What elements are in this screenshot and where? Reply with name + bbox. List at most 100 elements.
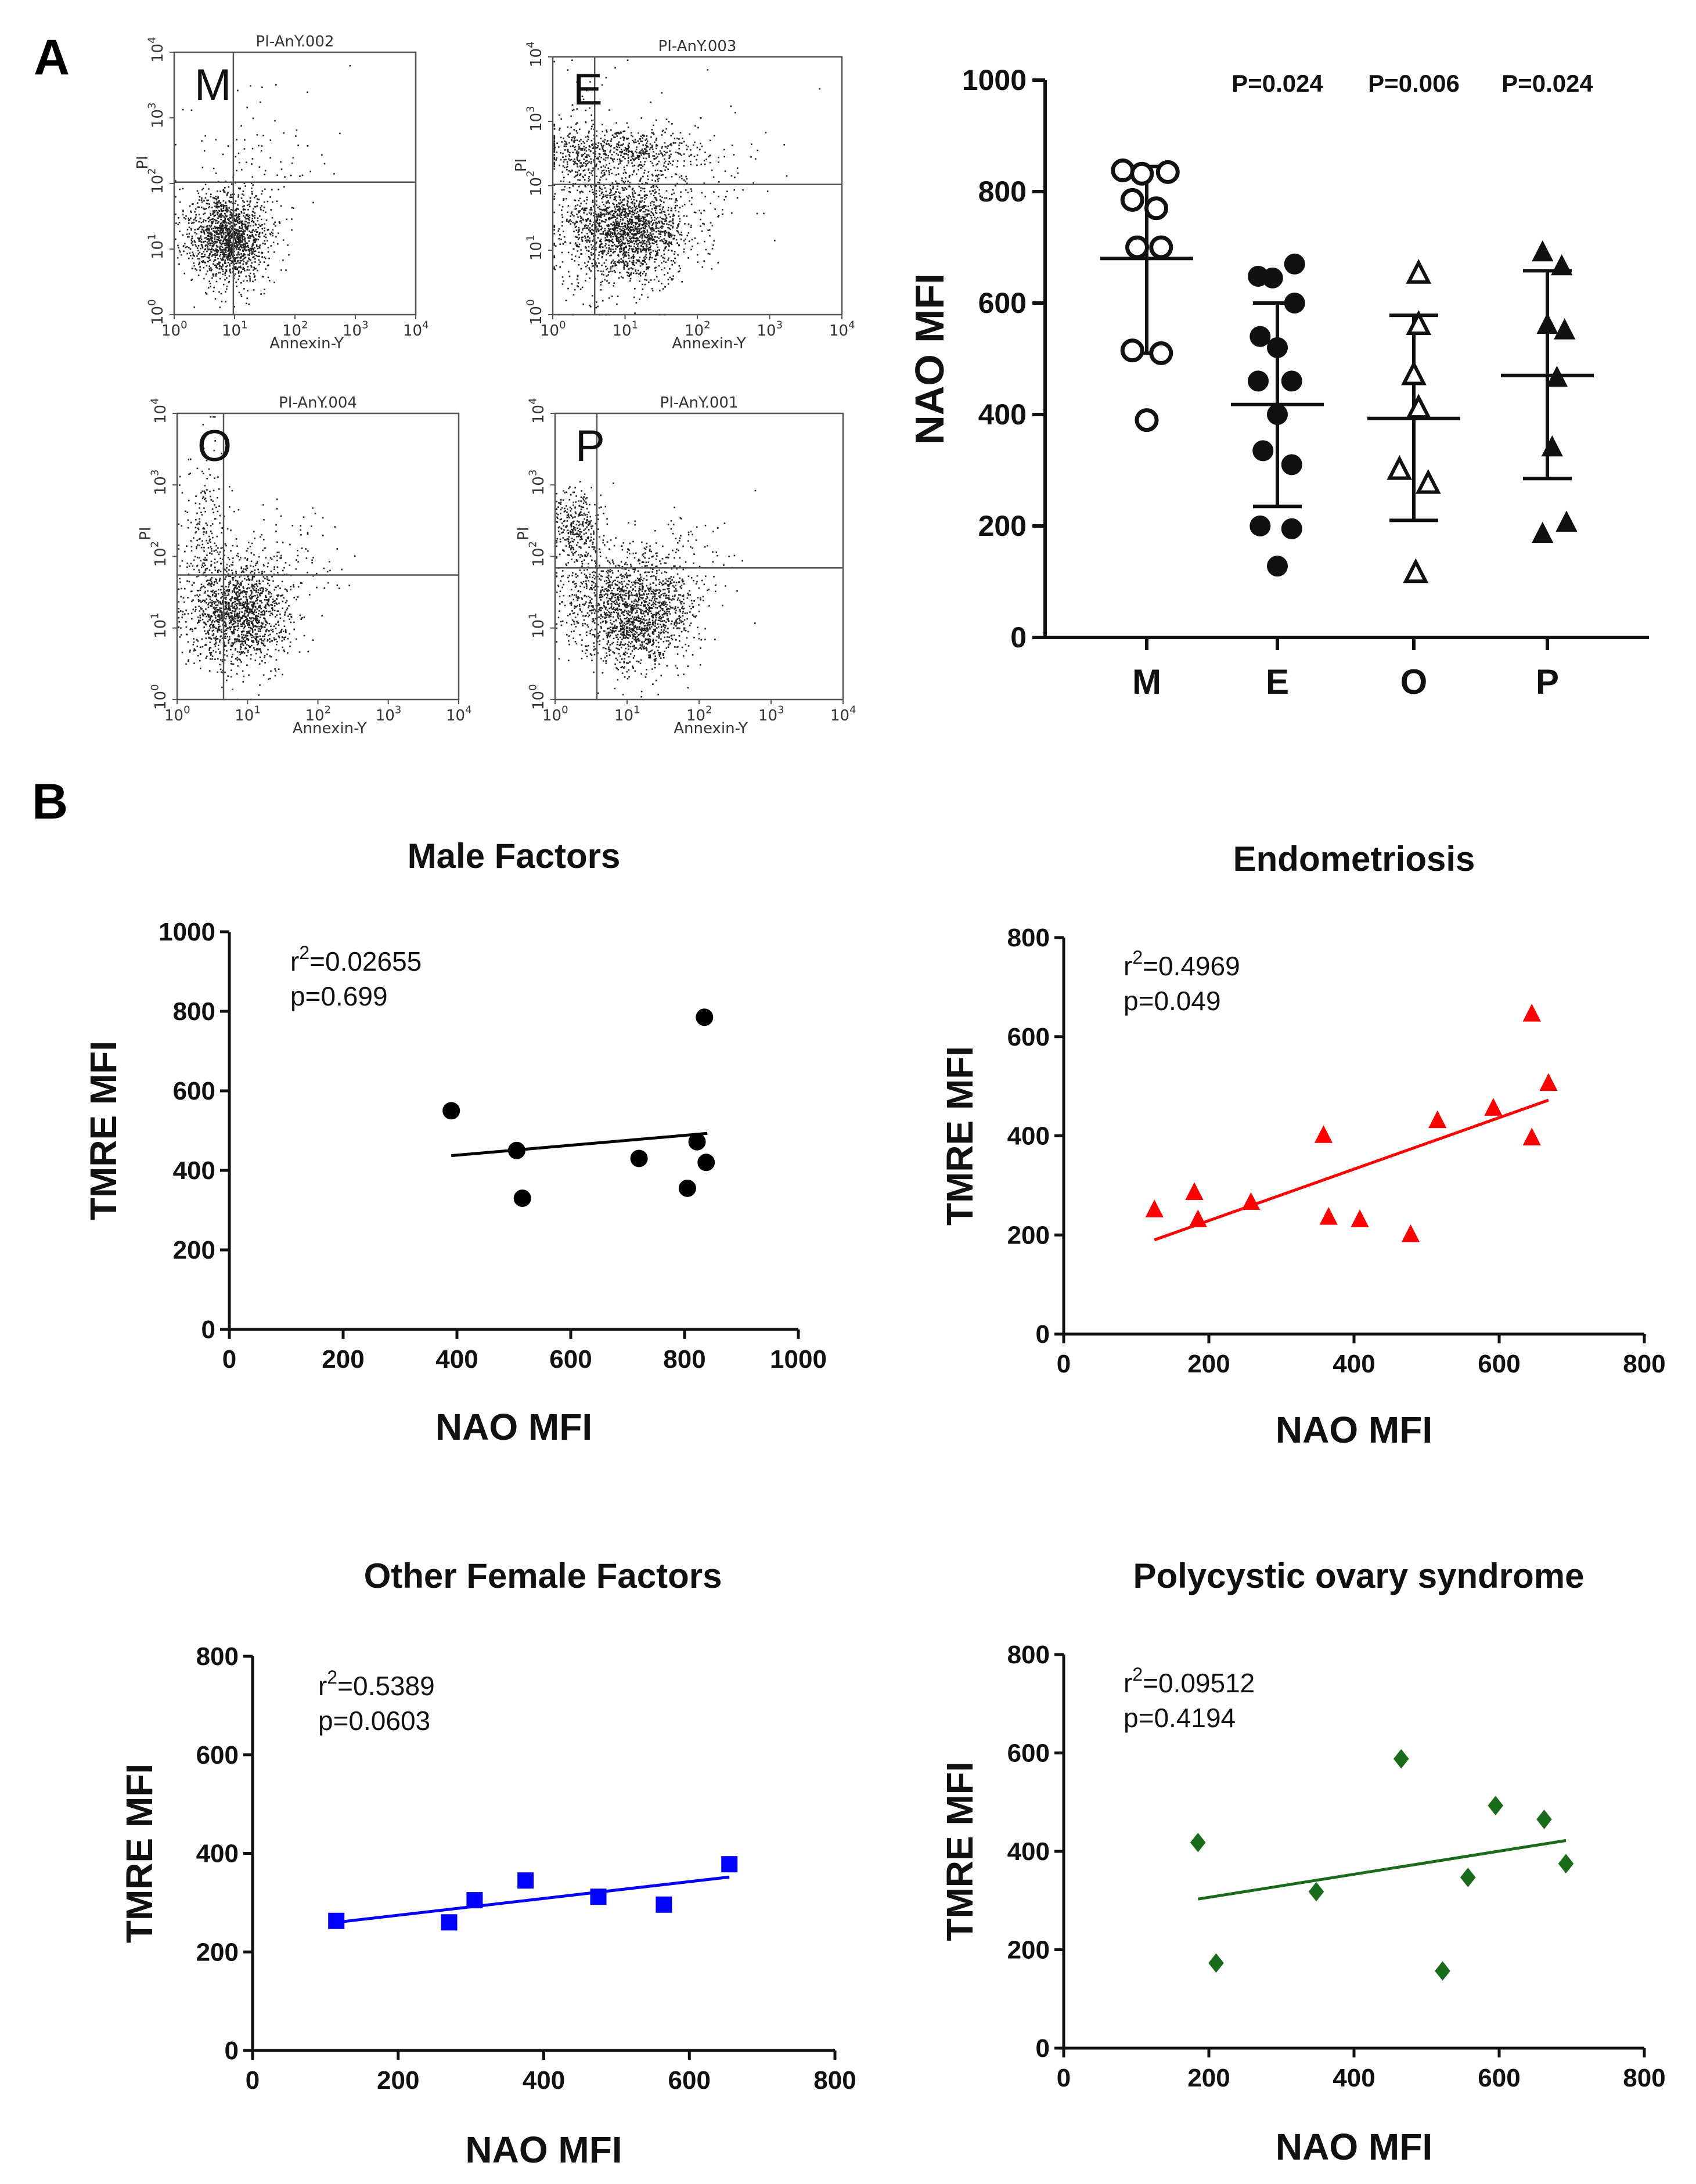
- flow-event: [244, 243, 246, 245]
- flow-event: [210, 286, 212, 287]
- flow-event: [221, 210, 223, 212]
- flow-event: [232, 631, 235, 633]
- flow-event: [232, 255, 233, 257]
- flow-event: [626, 164, 628, 167]
- flow-event: [222, 220, 224, 222]
- flow-event: [278, 632, 280, 634]
- flow-event: [640, 234, 642, 236]
- flow-event: [628, 245, 630, 247]
- flow-event: [586, 219, 589, 221]
- flow-event: [231, 233, 233, 235]
- flow-event: [601, 264, 603, 266]
- flow-event: [626, 239, 628, 241]
- flow-event: [241, 607, 243, 610]
- flow-event: [614, 132, 616, 135]
- flow-event: [685, 181, 686, 182]
- flow-event: [256, 205, 258, 207]
- flow-event: [567, 221, 570, 223]
- flow-event: [651, 226, 653, 229]
- flow-event: [687, 146, 689, 147]
- flow-event: [226, 257, 228, 260]
- flow-event: [632, 268, 633, 270]
- flow-event: [581, 236, 582, 239]
- flow-event: [658, 174, 660, 176]
- flow-event: [558, 146, 560, 148]
- flow-event: [209, 253, 211, 255]
- flow-event: [213, 290, 215, 293]
- flow-event: [246, 630, 248, 633]
- flow-event: [215, 578, 217, 580]
- flow-event: [235, 208, 237, 210]
- flow-event: [628, 240, 630, 242]
- flow-event: [642, 137, 643, 139]
- flow-event: [217, 571, 219, 573]
- flow-event: [639, 179, 642, 181]
- flow-event: [175, 213, 177, 215]
- flow-event: [610, 268, 611, 270]
- flow-event: [635, 208, 636, 210]
- flow-event: [563, 280, 564, 282]
- flow-event: [615, 234, 617, 236]
- flow-event: [276, 610, 279, 612]
- flow-event: [571, 258, 573, 260]
- flow-event: [627, 254, 629, 256]
- flow-event: [574, 149, 576, 151]
- flow-event: [672, 260, 675, 262]
- flow-event: [678, 145, 680, 146]
- flow-event: [601, 84, 603, 86]
- flow-event: [610, 149, 611, 152]
- flow-event: [235, 658, 237, 660]
- flow-event: [224, 236, 226, 238]
- flow-event: [633, 261, 635, 264]
- flow-event: [225, 605, 227, 607]
- flow-event: [621, 235, 623, 236]
- flow-event: [567, 150, 569, 152]
- flow-event: [566, 161, 568, 163]
- flow-event: [253, 276, 255, 278]
- flow-event: [246, 564, 248, 567]
- flow-event: [227, 234, 229, 236]
- flow-event: [271, 612, 273, 614]
- flow-event: [213, 241, 215, 243]
- flow-event: [246, 229, 249, 231]
- flow-event: [262, 626, 264, 628]
- flow-event: [211, 605, 213, 607]
- flow-event: [192, 643, 195, 646]
- flow-event: [251, 262, 253, 264]
- flow-event: [195, 244, 196, 246]
- flow-event: [202, 261, 204, 263]
- flow-event: [582, 229, 584, 231]
- flow-event: [617, 237, 620, 239]
- flow-event: [599, 246, 600, 248]
- flow-event: [203, 251, 205, 253]
- flow-event: [222, 265, 224, 267]
- flow-event: [224, 219, 226, 221]
- flow-event: [199, 266, 201, 268]
- flow-event: [592, 240, 594, 242]
- flow-event: [622, 208, 625, 211]
- flow-event: [219, 255, 221, 257]
- flow-event: [655, 230, 657, 233]
- flow-event: [654, 180, 657, 182]
- flow-event: [643, 164, 646, 165]
- flow-event: [214, 232, 217, 233]
- flow-event: [258, 199, 260, 200]
- flow-event: [678, 270, 680, 272]
- flow-event: [237, 89, 239, 92]
- flow-event: [604, 206, 606, 207]
- flow-event: [633, 202, 636, 204]
- flow-event: [213, 167, 215, 170]
- flow-event: [717, 216, 719, 218]
- flow-event: [622, 218, 624, 220]
- flow-event: [651, 236, 653, 238]
- flow-event: [663, 201, 665, 203]
- flow-event: [669, 156, 671, 158]
- flow-event: [220, 239, 222, 241]
- flow-event: [257, 220, 259, 222]
- flow-event: [568, 181, 571, 183]
- flow-x-tick-label: 102: [282, 319, 308, 340]
- flow-event: [264, 227, 265, 229]
- flow-event: [664, 160, 667, 163]
- flow-event: [208, 633, 210, 635]
- flow-event: [638, 273, 640, 275]
